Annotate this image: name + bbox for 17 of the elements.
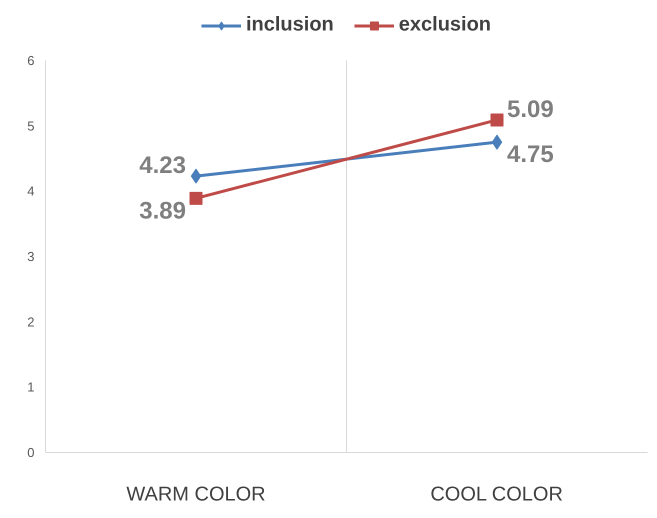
y-tick-label: 1	[27, 380, 35, 395]
legend-label: exclusion	[398, 14, 492, 36]
point	[490, 113, 504, 126]
data-label: 4.23	[139, 152, 186, 180]
legend-label: inclusion	[246, 14, 334, 36]
x-tick-label: WARM COLOR	[126, 484, 266, 506]
y-tick-label: 4	[27, 184, 35, 199]
data-label: 4.75	[507, 141, 554, 168]
point	[190, 192, 202, 205]
y-tick-label: 2	[27, 314, 35, 330]
y-tick-label: 0	[27, 445, 35, 460]
y-tick-label: 5	[27, 118, 35, 134]
y-tick-label: 6	[27, 53, 35, 68]
y-tick-label: 3	[27, 249, 35, 264]
x-tick-label: COOL COLOR	[430, 484, 563, 506]
data-label: 3.89	[139, 197, 186, 224]
data-label: 5.09	[507, 96, 554, 123]
